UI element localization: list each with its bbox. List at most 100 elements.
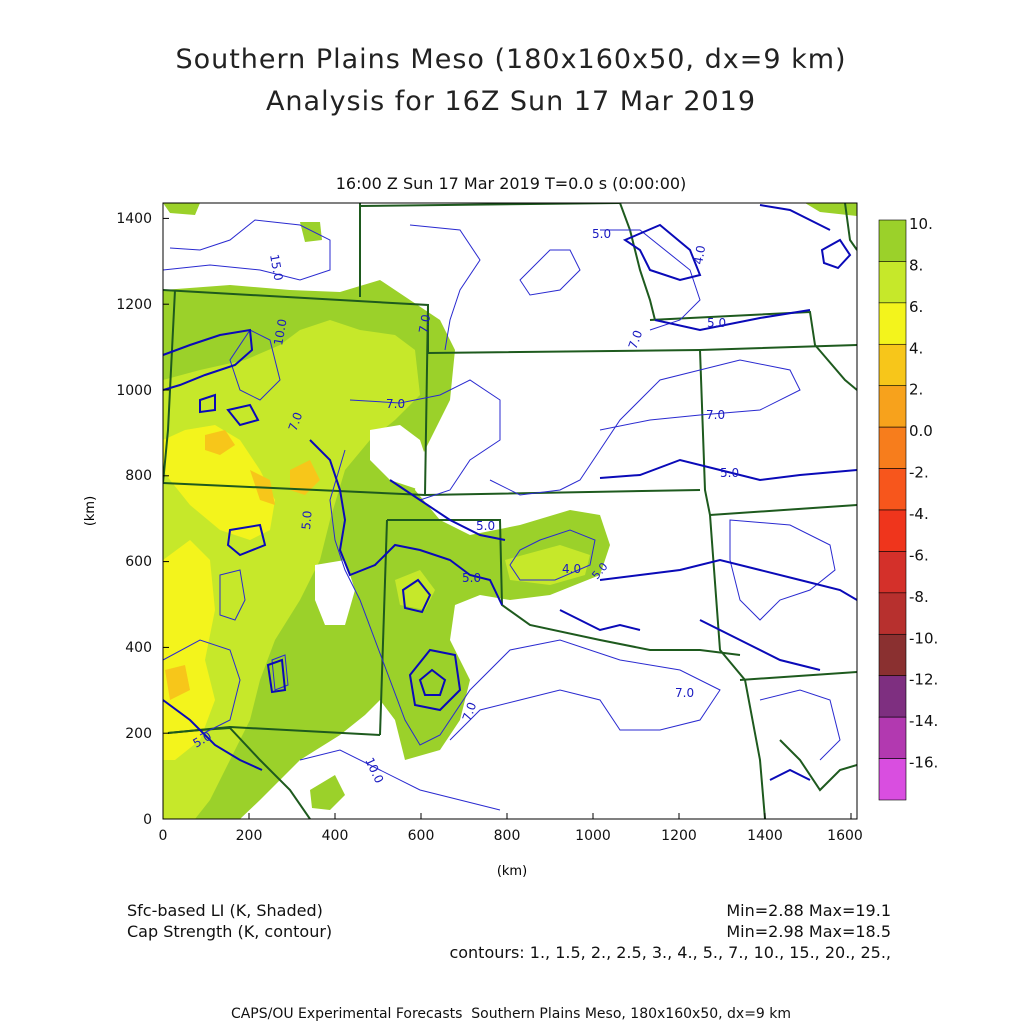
contour-label: 7.0 bbox=[706, 408, 725, 422]
contour-label: 7.0 bbox=[460, 700, 480, 723]
li-region-lime-east bbox=[505, 545, 590, 585]
colorbar-swatch bbox=[878, 302, 907, 345]
colorbar-label: 10. bbox=[909, 215, 933, 233]
colorbar-swatch bbox=[878, 261, 907, 304]
contour-thick bbox=[163, 328, 254, 391]
border-missouri-river bbox=[619, 203, 656, 321]
li-region-green-blob bbox=[300, 222, 322, 242]
contour-label: 5.0 bbox=[299, 510, 315, 530]
x-tick-label: 1400 bbox=[747, 828, 783, 844]
x-tick-label: 600 bbox=[408, 828, 435, 844]
border-ks-ok bbox=[163, 482, 701, 497]
li-region-orange bbox=[205, 430, 235, 455]
li-region-green-northeast bbox=[805, 203, 857, 216]
cap-contours bbox=[163, 204, 857, 811]
colorbar-swatch bbox=[878, 509, 907, 552]
contour-line bbox=[163, 219, 331, 281]
contour-thick bbox=[654, 309, 811, 332]
y-tick-labels: 0 200 400 600 800 1000 1200 1400 bbox=[116, 211, 152, 828]
contour-label: 5.0 bbox=[592, 227, 611, 241]
title-line-2: Analysis for 16Z Sun 17 Mar 2019 bbox=[265, 86, 757, 117]
contour-line bbox=[759, 689, 841, 761]
plot-frame bbox=[162, 202, 858, 820]
legend-contour-levels: contours: 1., 1.5, 2., 2.5, 3., 4., 5., … bbox=[449, 943, 891, 962]
x-tick-label: 1000 bbox=[575, 828, 611, 844]
contour-thick bbox=[622, 223, 702, 282]
colorbar-label: -12. bbox=[909, 671, 938, 689]
colorbar-label: -6. bbox=[909, 546, 929, 564]
colorbar: 10. 8. 6. 4. 2. 0.0 -2. -4. -6. -8. -10. -12. -14. -1… bbox=[878, 215, 938, 801]
x-tick-label: 400 bbox=[322, 828, 349, 844]
y-tick-label: 1000 bbox=[116, 383, 152, 399]
li-region-green-south bbox=[310, 775, 345, 810]
legend-contour: Cap Strength (K, contour) bbox=[127, 922, 333, 941]
contour-thick bbox=[199, 393, 216, 414]
colorbar-swatch bbox=[878, 716, 907, 759]
li-hole-4 bbox=[560, 605, 585, 625]
time-header: 16:00 Z Sun 17 Mar 2019 T=0.0 s (0:00:00… bbox=[335, 174, 687, 193]
border-ks-mo bbox=[699, 349, 766, 819]
contour-line bbox=[329, 449, 721, 746]
contour-label: 7.0 bbox=[626, 328, 646, 351]
contour-label: 7.0 bbox=[416, 313, 433, 334]
contour-line bbox=[349, 379, 501, 501]
y-tick-label: 400 bbox=[125, 640, 152, 656]
contour-thick bbox=[226, 523, 267, 557]
contour-thick bbox=[599, 458, 857, 482]
contour-thick bbox=[759, 204, 831, 231]
contour-label: 5.0 bbox=[476, 519, 495, 533]
colorbar-swatch bbox=[878, 343, 907, 387]
contour-thick bbox=[559, 609, 641, 632]
contour-label: 5.0 bbox=[462, 571, 481, 585]
x-tick-label: 1600 bbox=[827, 828, 863, 844]
contour-line bbox=[271, 654, 289, 691]
colorbar-swatch bbox=[878, 468, 907, 511]
y-tick-label: 0 bbox=[143, 812, 152, 828]
x-tick-label: 0 bbox=[159, 828, 168, 844]
contour-line bbox=[600, 229, 701, 331]
border-ok-ar bbox=[709, 504, 857, 516]
state-borders bbox=[163, 203, 857, 819]
contour-label: 4.0 bbox=[691, 244, 708, 265]
colorbar-swatch bbox=[878, 426, 907, 469]
border-east bbox=[844, 203, 857, 251]
li-region-orange-3 bbox=[290, 460, 320, 495]
colorbar-label: -2. bbox=[909, 464, 929, 482]
colorbar-swatch bbox=[878, 592, 907, 635]
contour-thick bbox=[389, 479, 506, 541]
colorbar-label: 0.0 bbox=[909, 422, 933, 440]
title-line-1: Southern Plains Meso (180x160x50, dx=9 k… bbox=[175, 44, 847, 75]
border-ar-la bbox=[739, 671, 857, 681]
contour-thick bbox=[163, 699, 263, 771]
contour-thick bbox=[820, 238, 852, 270]
y-tick-label: 600 bbox=[125, 554, 152, 570]
colorbar-label: -10. bbox=[909, 629, 938, 647]
colorbar-label: -8. bbox=[909, 588, 929, 606]
contour-line bbox=[163, 639, 241, 736]
border-nm-tx bbox=[387, 519, 741, 656]
li-region-yellow bbox=[163, 540, 215, 760]
contour-line bbox=[299, 749, 501, 811]
li-hole-3 bbox=[475, 462, 495, 485]
contour-line bbox=[489, 359, 801, 496]
x-tick-label: 800 bbox=[494, 828, 521, 844]
contour-line bbox=[219, 569, 246, 621]
legend-contour-stats: Min=2.98 Max=18.5 bbox=[726, 922, 891, 941]
contour-thick bbox=[226, 403, 260, 427]
y-tick-label: 1200 bbox=[116, 297, 152, 313]
contour-label: 4.0 bbox=[562, 562, 581, 576]
contour-label: 7.0 bbox=[675, 686, 694, 700]
colorbar-swatch bbox=[878, 675, 907, 718]
contour-label: 7.0 bbox=[386, 397, 405, 411]
contour-label: 5.0 bbox=[720, 466, 739, 480]
colorbar-swatch bbox=[878, 758, 907, 801]
x-tick-labels: 0 200 400 600 800 1000 1200 1400 1600 bbox=[159, 828, 863, 844]
colorbar-label: -16. bbox=[909, 754, 938, 772]
axis-ticks bbox=[162, 217, 852, 820]
contour-label: 10.0 bbox=[362, 755, 386, 785]
contour-thick bbox=[309, 439, 503, 606]
li-hole-2 bbox=[315, 560, 355, 625]
colorbar-label: 8. bbox=[909, 256, 923, 274]
y-tick-label: 200 bbox=[125, 726, 152, 742]
border-nm-east bbox=[379, 519, 388, 736]
